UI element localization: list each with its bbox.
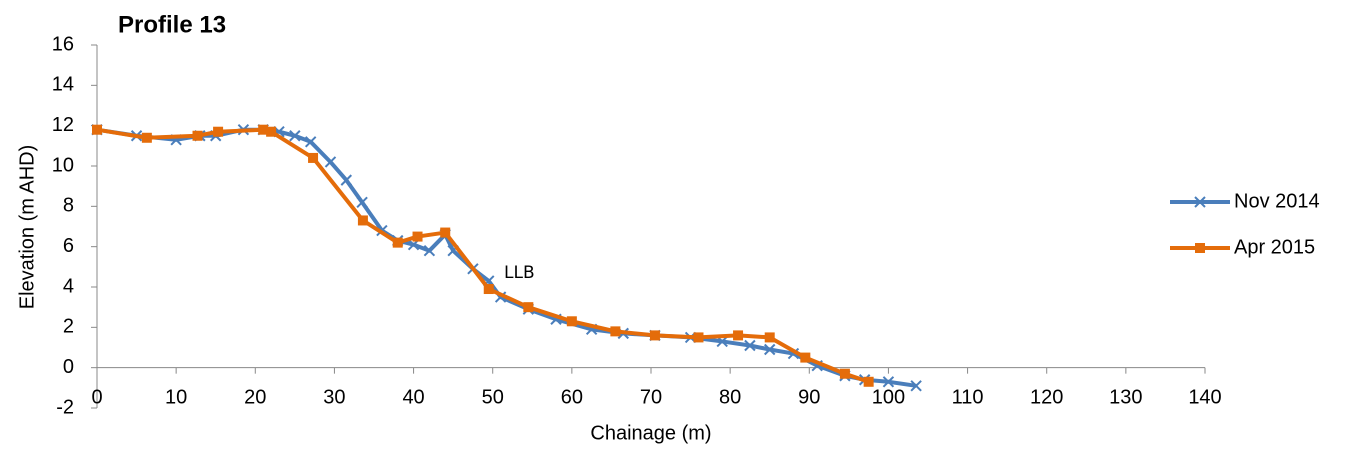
x-tick-label: 0: [91, 386, 102, 408]
y-tick-label: 8: [63, 195, 74, 217]
x-tick-label: 40: [402, 386, 424, 408]
marker: [483, 284, 494, 295]
marker: [392, 237, 403, 248]
x-tick-label: 70: [640, 386, 662, 408]
x-tick-label: 90: [798, 386, 820, 408]
marker: [340, 174, 353, 186]
marker: [882, 376, 895, 388]
marker: [356, 196, 368, 209]
y-tick-label: 16: [52, 33, 74, 55]
marker: [764, 343, 776, 356]
x-tick-label: 130: [1109, 386, 1142, 408]
x-axis-title: Chainage (m): [590, 422, 711, 444]
marker: [324, 156, 337, 168]
marker: [308, 152, 319, 163]
y-axis-title: Elevation (m AHD): [16, 145, 38, 310]
x-tick-label: 110: [952, 386, 984, 408]
marker: [304, 136, 317, 148]
marker: [289, 130, 301, 142]
series-line: [96, 127, 917, 388]
marker: [440, 227, 451, 238]
marker: [523, 302, 534, 313]
chart-title: Profile 13: [118, 11, 226, 38]
marker: [610, 326, 621, 337]
legend-label: Apr 2015: [1234, 236, 1315, 258]
y-tick-label: 4: [63, 275, 74, 297]
annotation: LLB: [504, 263, 535, 283]
marker: [192, 130, 203, 141]
y-tick-label: 12: [52, 114, 74, 136]
y-tick-label: 0: [63, 356, 74, 378]
legend-label: Nov 2014: [1234, 190, 1320, 212]
x-tick-label: 20: [244, 386, 266, 408]
series-line: [96, 127, 870, 384]
y-tick-label: -2: [56, 396, 74, 418]
marker: [258, 124, 269, 135]
marker: [213, 126, 224, 137]
y-tick-label: 6: [63, 235, 74, 257]
marker: [839, 368, 850, 379]
x-tick-label: 60: [561, 386, 583, 408]
x-tick-label: 30: [323, 386, 345, 408]
marker: [1195, 243, 1205, 253]
y-tick-label: 10: [52, 154, 74, 176]
x-tick-label: 120: [1030, 386, 1063, 408]
marker: [649, 330, 660, 341]
marker: [800, 352, 811, 363]
marker: [423, 244, 436, 257]
marker: [744, 339, 756, 352]
marker: [266, 126, 277, 137]
marker: [412, 231, 423, 242]
marker: [1194, 196, 1206, 208]
y-tick-label: 2: [63, 316, 74, 338]
marker: [733, 330, 744, 341]
marker: [357, 215, 368, 226]
x-tick-label: 80: [719, 386, 741, 408]
marker: [764, 332, 775, 343]
x-tick-label: 50: [482, 386, 504, 408]
marker: [92, 124, 102, 135]
y-tick-label: 14: [52, 74, 74, 96]
marker: [910, 380, 922, 392]
marker: [863, 376, 874, 387]
marker: [693, 332, 704, 343]
x-tick-label: 100: [872, 386, 905, 408]
x-tick-label: 10: [165, 386, 187, 408]
marker: [141, 132, 152, 143]
x-tick-label: 140: [1188, 386, 1221, 408]
marker: [566, 316, 577, 327]
